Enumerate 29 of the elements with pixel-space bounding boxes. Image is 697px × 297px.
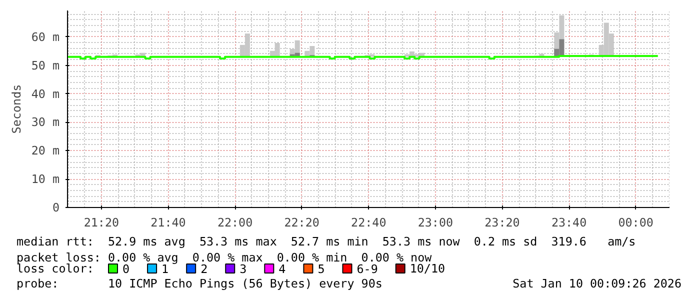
x-tick-label: 23:40 bbox=[551, 216, 587, 230]
text: packet loss: 0.00 % avg 0.00 % max 0.00 % min 0.00 % now bbox=[16, 250, 433, 264]
x-tick-label: 00:00 bbox=[618, 216, 654, 230]
y-tick-label: 10 m bbox=[31, 172, 60, 186]
legend-label: 0 bbox=[122, 262, 130, 276]
y-tick-label: 0 bbox=[52, 200, 60, 214]
legend-label: 1 bbox=[162, 262, 169, 276]
x-tick-label: 21:40 bbox=[150, 216, 186, 230]
text: probe: 10 ICMP Echo Pings (56 Bytes) every 90s bbox=[16, 276, 382, 290]
legend-label: 4 bbox=[278, 262, 286, 276]
y-tick-label: 60 m bbox=[31, 30, 60, 44]
y-tick-label: 20 m bbox=[31, 144, 60, 158]
x-tick-label: 22:00 bbox=[217, 216, 253, 230]
x-tick-label: 21:20 bbox=[84, 216, 120, 230]
legend-label: 2 bbox=[200, 262, 208, 276]
y-tick-label: 40 m bbox=[31, 86, 60, 101]
y-tick-label: 50 m bbox=[31, 58, 60, 72]
legend-label: 10/10 bbox=[410, 262, 446, 276]
x-tick-label: 23:20 bbox=[484, 216, 520, 230]
text: median rtt: 52.9 ms avg 53.3 ms max 52.7 ms min 53.3 ms now 0.2 ms sd 319.6 am/s bbox=[16, 234, 636, 248]
legend-label: 6-9 bbox=[356, 262, 378, 276]
x-tick-label: 22:40 bbox=[351, 216, 386, 230]
y-axis-title: Seconds bbox=[9, 84, 24, 134]
x-tick-label: 22:20 bbox=[284, 216, 320, 230]
y-tick-label: 30 m bbox=[31, 115, 60, 130]
legend-label: 3 bbox=[240, 262, 247, 276]
x-tick-label: 23:00 bbox=[418, 216, 454, 230]
text: Sat Jan 10 00:09:26 2026 bbox=[512, 276, 682, 290]
legend-label: 5 bbox=[318, 262, 325, 276]
